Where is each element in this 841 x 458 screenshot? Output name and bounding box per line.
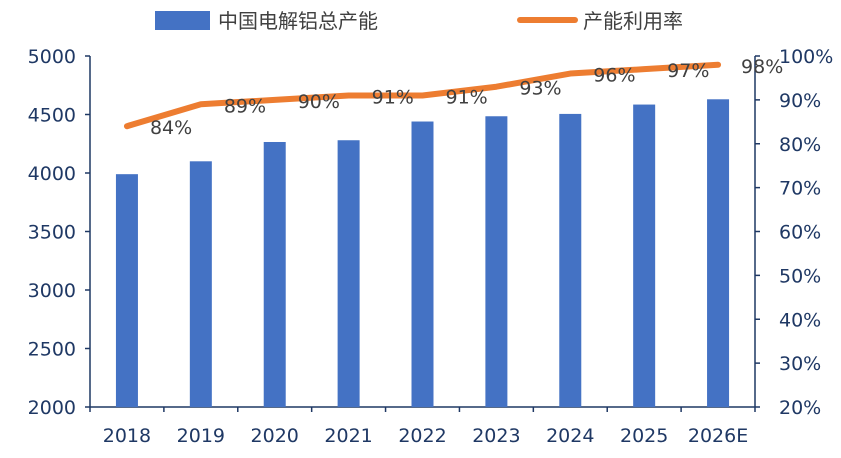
line-data-label: 91% <box>372 86 414 108</box>
line-data-label: 90% <box>298 91 340 113</box>
left-tick-label: 3000 <box>28 280 76 302</box>
x-tick-label: 2022 <box>398 425 446 447</box>
x-tick-label: 2024 <box>546 425 594 447</box>
legend-bar-label: 中国电解铝总产能 <box>218 9 378 33</box>
bar-2023 <box>485 116 508 407</box>
bar-2019 <box>189 161 212 407</box>
line-data-label: 93% <box>519 78 561 100</box>
left-tick-label: 2500 <box>28 339 76 361</box>
right-tick-label: 80% <box>779 134 821 156</box>
bar-2024 <box>559 113 582 407</box>
right-tick-label: 60% <box>779 222 821 244</box>
x-tick-label: 2025 <box>620 425 668 447</box>
line-data-label: 84% <box>150 117 192 139</box>
left-tick-label: 4000 <box>28 163 76 185</box>
right-tick-label: 100% <box>779 46 833 68</box>
x-tick-label: 2018 <box>103 425 151 447</box>
left-tick-label: 4500 <box>28 105 76 127</box>
left-tick-label: 2000 <box>28 397 76 419</box>
x-tick-label: 2023 <box>472 425 520 447</box>
right-tick-label: 30% <box>779 353 821 375</box>
bar-2022 <box>411 121 434 408</box>
bar-2021 <box>337 140 360 408</box>
x-tick-label: 2020 <box>251 425 299 447</box>
bar-2026E <box>707 99 730 407</box>
right-tick-label: 70% <box>779 178 821 200</box>
bar-2025 <box>633 104 656 408</box>
right-tick-label: 40% <box>779 309 821 331</box>
utilization-line <box>123 61 722 130</box>
line-data-label: 96% <box>593 65 635 87</box>
right-tick-label: 50% <box>779 265 821 287</box>
left-tick-label: 5000 <box>28 46 76 68</box>
right-tick-label: 20% <box>779 397 821 419</box>
bar-2020 <box>263 141 286 407</box>
left-tick-label: 3500 <box>28 222 76 244</box>
legend-line-label: 产能利用率 <box>583 9 683 33</box>
right-tick-label: 90% <box>779 90 821 112</box>
x-tick-label: 2026E <box>688 425 748 447</box>
line-data-label: 91% <box>446 86 488 108</box>
line-data-label: 97% <box>667 60 709 82</box>
line-data-label: 89% <box>224 95 266 117</box>
line-data-label: 98% <box>741 56 783 78</box>
x-tick-label: 2021 <box>324 425 372 447</box>
x-tick-label: 2019 <box>177 425 225 447</box>
bar-2018 <box>115 174 138 407</box>
legend-bar-swatch <box>155 11 210 30</box>
